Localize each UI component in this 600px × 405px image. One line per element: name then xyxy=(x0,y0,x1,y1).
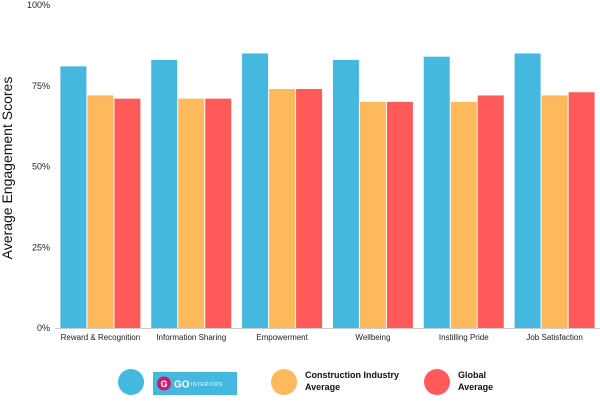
bars xyxy=(60,53,595,329)
bar xyxy=(114,98,141,328)
bar xyxy=(269,88,296,328)
x-tick-label: Empowerment xyxy=(256,333,308,342)
go-interiors-logo: G GO INTERIORS xyxy=(153,372,237,395)
bar xyxy=(178,98,205,328)
bar xyxy=(151,59,178,328)
logo-text-interiors: INTERIORS xyxy=(191,382,223,388)
x-tick-label: Job Satisfaction xyxy=(526,333,582,342)
y-tick-labels: 0% 25% 50% 75% 100% xyxy=(27,0,50,333)
legend-label-construction-line2: Average xyxy=(305,382,340,392)
bar xyxy=(87,95,114,328)
logo-background xyxy=(153,372,237,395)
legend-item-construction: Construction Industry Average xyxy=(271,369,399,395)
legend-item-go-interiors: G GO INTERIORS xyxy=(118,369,237,395)
y-tick-label: 0% xyxy=(37,323,50,333)
bar xyxy=(514,53,541,328)
legend: G GO INTERIORS Construction Industry Ave… xyxy=(118,369,493,395)
bar xyxy=(541,95,568,328)
bar xyxy=(359,101,386,329)
logo-letter: G xyxy=(160,379,167,389)
legend-item-global: Global Average xyxy=(424,369,493,395)
bar xyxy=(60,66,87,329)
y-tick-label: 75% xyxy=(32,81,50,91)
y-tick-label: 100% xyxy=(27,0,50,10)
bar xyxy=(386,101,413,329)
legend-label-global-line1: Global xyxy=(458,370,486,380)
bar xyxy=(242,53,269,328)
x-tick-label: Reward & Recognition xyxy=(61,333,141,342)
bar xyxy=(296,88,323,328)
bar xyxy=(423,56,450,329)
logo-text-go: GO xyxy=(174,380,190,391)
bar xyxy=(568,92,595,329)
y-axis-title: Average Engagement Scores xyxy=(0,77,15,260)
x-tick-labels: Reward & Recognition Information Sharing E… xyxy=(61,333,583,342)
bar xyxy=(205,98,232,328)
legend-swatch-construction xyxy=(271,369,297,395)
legend-label-global-line2: Average xyxy=(458,382,493,392)
y-tick-label: 25% xyxy=(32,242,50,252)
x-tick-label: Information Sharing xyxy=(156,333,226,342)
legend-label-construction-line1: Construction Industry xyxy=(305,370,399,380)
y-tick-label: 50% xyxy=(32,162,50,172)
legend-swatch-go-interiors xyxy=(118,369,144,395)
bar xyxy=(450,101,477,329)
legend-swatch-global xyxy=(424,369,450,395)
x-tick-label: Instilling Pride xyxy=(439,333,489,342)
x-tick-label: Wellbeing xyxy=(355,333,390,342)
bar xyxy=(477,95,504,328)
logo-mark xyxy=(157,376,171,391)
bar xyxy=(332,59,359,328)
